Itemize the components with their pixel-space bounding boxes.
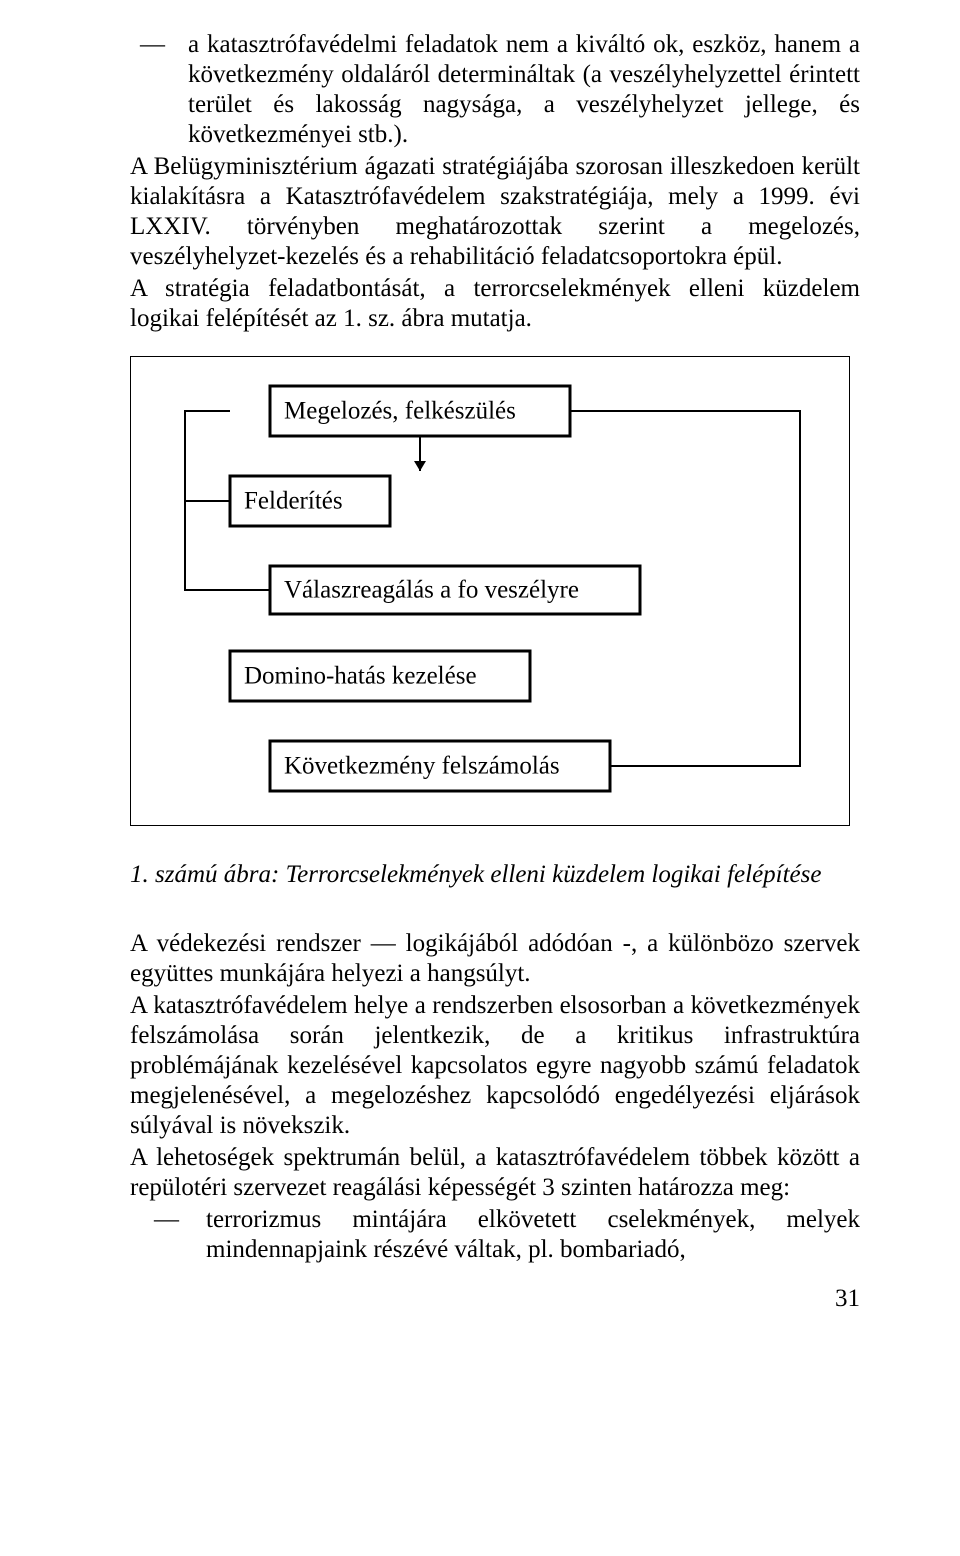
- svg-text:Megelozés, felkészülés: Megelozés, felkészülés: [284, 398, 516, 425]
- paragraph-text: terrorizmus mintájára elkövetett cselekm…: [206, 1205, 860, 1265]
- paragraph-text: A lehetoségek spektrumán belül, a katasz…: [130, 1143, 860, 1203]
- paragraph-text: A védekezési rendszer — logikájából adód…: [130, 929, 860, 989]
- svg-text:Domino-hatás kezelése: Domino-hatás kezelése: [244, 663, 477, 690]
- paragraph-text: A stratégia feladatbontását, a terrorcse…: [130, 274, 860, 334]
- page-number: 31: [130, 1285, 860, 1313]
- dash-bullet: —: [130, 1205, 206, 1265]
- flowchart-svg: Megelozés, felkészülés Felderítés Válaszre…: [130, 356, 850, 826]
- document-page: — a katasztrófavédelmi feladatok nem a k…: [0, 0, 960, 1343]
- svg-text:Következmény felszámolás: Következmény felszámolás: [284, 753, 560, 780]
- dash-bullet: —: [130, 30, 188, 150]
- paragraph-text: A katasztrófavédelem helye a rendszerben…: [130, 991, 860, 1141]
- paragraph-text: a katasztrófavédelmi feladatok nem a kiv…: [188, 30, 860, 150]
- svg-text:Felderítés: Felderítés: [244, 488, 343, 515]
- list-item: — terrorizmus mintájára elkövetett csele…: [130, 1205, 860, 1265]
- svg-text:Válaszreagálás a fo veszélyre: Válaszreagálás a fo veszélyre: [284, 577, 579, 604]
- paragraph-text: A Belügyminisztérium ágazati stratégiájá…: [130, 152, 860, 272]
- flowchart-diagram: Megelozés, felkészülés Felderítés Válaszre…: [130, 356, 850, 831]
- figure-caption: 1. számú ábra: Terrorcselekmények elleni…: [130, 861, 860, 889]
- list-item: — a katasztrófavédelmi feladatok nem a k…: [130, 30, 860, 150]
